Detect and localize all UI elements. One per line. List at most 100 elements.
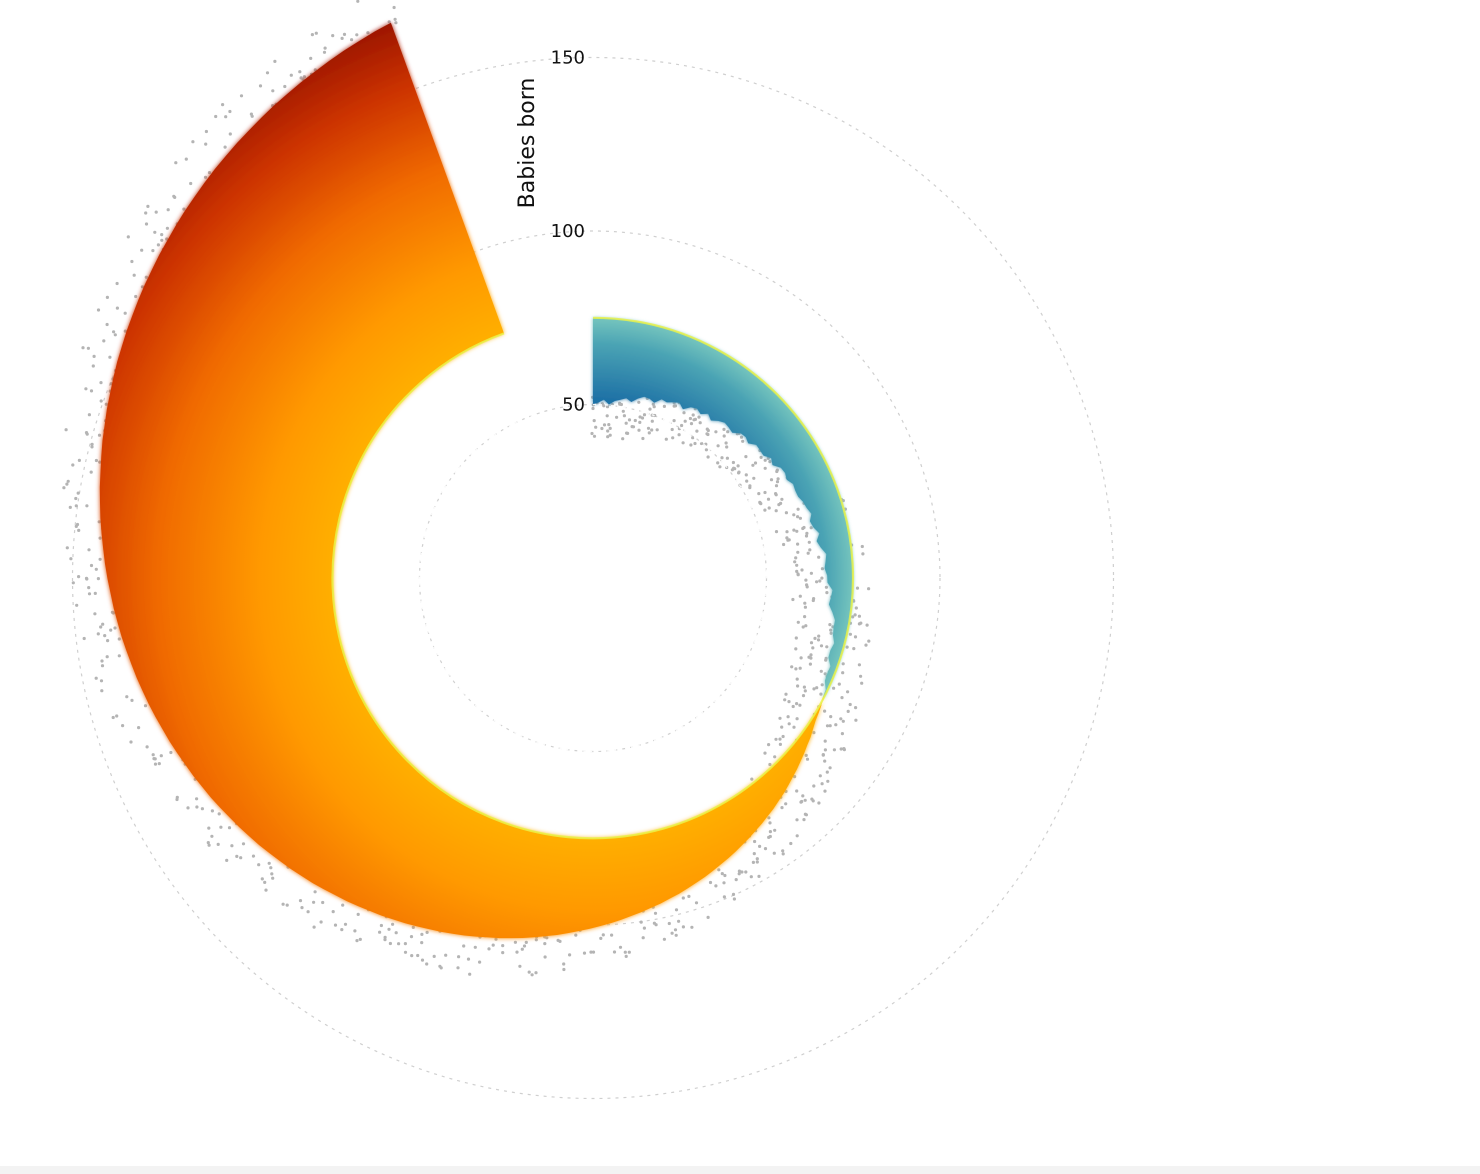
scatter-point <box>130 259 134 264</box>
scatter-point <box>98 557 102 561</box>
scatter-point <box>87 413 91 417</box>
scatter-point <box>864 643 868 647</box>
scatter-point <box>736 464 740 468</box>
scatter-point <box>759 455 763 459</box>
scatter-point <box>605 414 609 418</box>
scatter-point <box>834 723 838 727</box>
scatter-point <box>85 577 89 581</box>
scatter-point <box>117 654 121 658</box>
scatter-point <box>818 579 822 583</box>
scatter-point <box>774 484 779 488</box>
scatter-point <box>768 762 772 767</box>
scatter-point <box>92 354 96 358</box>
scatter-point <box>751 860 756 865</box>
scatter-point <box>819 644 824 648</box>
scatter-point <box>805 531 809 536</box>
scatter-point <box>681 441 685 445</box>
scatter-point <box>100 689 104 693</box>
scatter-point <box>802 685 807 689</box>
scatter-point <box>732 897 737 901</box>
scatter-point <box>780 806 784 810</box>
scatter-point <box>855 586 860 590</box>
scatter-point <box>784 802 788 806</box>
scatter-point <box>606 429 610 433</box>
scatter-point <box>264 888 268 892</box>
scatter-point <box>271 876 275 880</box>
scatter-point <box>425 930 429 935</box>
scatter-point <box>627 418 632 422</box>
scatter-point <box>796 542 800 546</box>
scatter-point <box>829 628 833 632</box>
scatter-point <box>298 899 303 903</box>
scatter-point <box>794 647 798 651</box>
scatter-point <box>228 109 232 114</box>
scatter-point <box>403 942 407 946</box>
scatter-point <box>425 962 429 966</box>
scatter-point <box>527 970 531 974</box>
scatter-point <box>283 84 287 89</box>
scatter-point <box>744 455 748 459</box>
scatter-point <box>143 704 148 708</box>
scatter-point <box>590 431 594 436</box>
scatter-point <box>793 560 797 564</box>
scatter-point <box>96 632 100 636</box>
scatter-point <box>716 461 720 465</box>
scatter-point <box>411 925 415 930</box>
scatter-point <box>803 601 807 605</box>
scatter-point <box>342 32 347 37</box>
scatter-point <box>832 748 837 752</box>
scatter-point <box>62 486 66 490</box>
scatter-point <box>126 235 130 239</box>
scatter-point <box>647 431 651 435</box>
scatter-point <box>824 585 829 589</box>
scatter-point <box>239 94 244 98</box>
scatter-point <box>358 937 362 942</box>
scatter-point <box>366 31 370 35</box>
scatter-point <box>809 641 814 645</box>
scatter-point <box>664 437 668 441</box>
scatter-point <box>409 935 414 939</box>
scatter-point <box>763 458 767 462</box>
scatter-point <box>257 863 261 867</box>
scatter-point <box>397 942 401 946</box>
scatter-point <box>383 938 387 942</box>
scatter-point <box>87 592 92 596</box>
tick-label-100: 100 <box>551 221 585 242</box>
scatter-point <box>737 872 741 876</box>
scatter-point <box>221 103 225 107</box>
scatter-point <box>805 757 810 761</box>
scatter-point <box>478 960 482 964</box>
scatter-point <box>355 939 359 943</box>
scatter-point <box>105 655 109 659</box>
scatter-point <box>76 491 80 495</box>
scatter-point <box>265 71 270 75</box>
scatter-point <box>809 526 813 530</box>
scatter-point <box>817 801 821 805</box>
scatter-point <box>84 431 89 435</box>
scatter-point <box>795 563 799 567</box>
scatter-point <box>737 471 741 475</box>
scatter-point <box>722 881 726 885</box>
scatter-point <box>355 33 359 37</box>
scatter-point <box>808 548 812 552</box>
scatter-point <box>792 528 796 532</box>
scatter-point <box>820 576 824 580</box>
scatter-point <box>749 875 753 879</box>
area-segment-below <box>593 317 854 698</box>
scatter-point <box>501 944 505 948</box>
scatter-point <box>160 233 164 237</box>
scatter-point <box>631 425 636 429</box>
scatter-point <box>740 870 744 874</box>
scatter-point <box>681 925 686 929</box>
scatter-point <box>191 140 195 144</box>
scatter-point <box>653 911 658 915</box>
scatter-point <box>281 902 285 906</box>
scatter-point <box>267 861 271 865</box>
scatter-point <box>786 715 790 719</box>
scatter-point <box>650 428 654 432</box>
scatter-point <box>807 540 811 544</box>
scatter-point <box>768 460 772 464</box>
scatter-point <box>93 591 97 596</box>
scatter-point <box>82 636 86 641</box>
